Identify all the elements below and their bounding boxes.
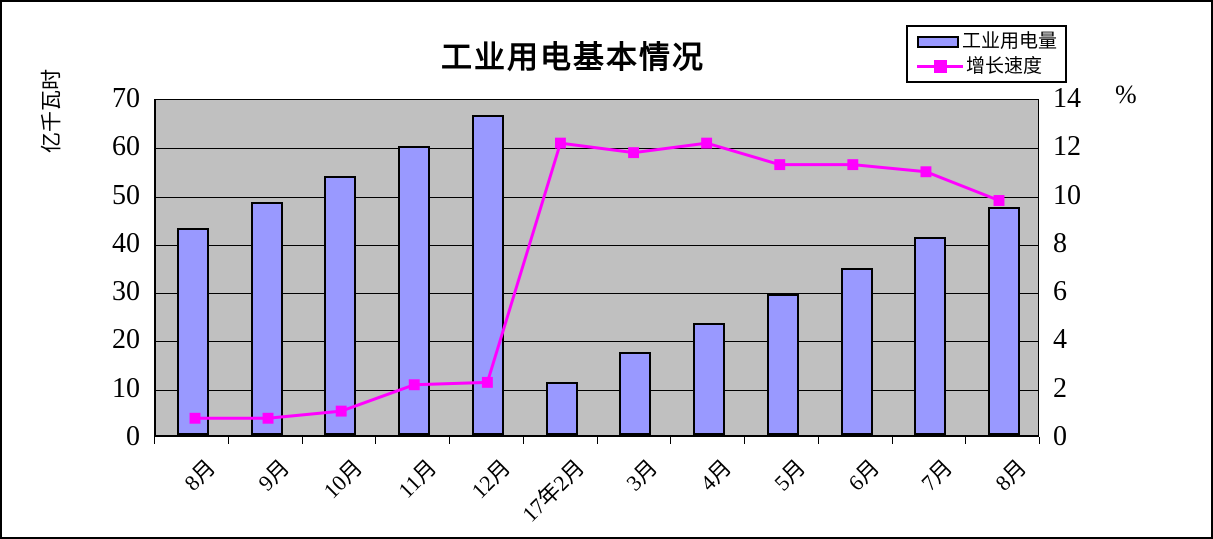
right-tick-label: 14	[1053, 83, 1081, 114]
left-tick-label: 70	[112, 83, 140, 114]
legend-item-bar-series: 工业用电量	[908, 31, 1065, 52]
x-tick-mark	[1039, 437, 1040, 444]
bar-9月	[251, 202, 283, 435]
x-tick-mark	[818, 437, 819, 444]
x-tick-mark	[523, 437, 524, 444]
legend-label-bar-series: 工业用电量	[962, 31, 1058, 52]
bar-5月	[767, 294, 799, 435]
growth-line	[195, 141, 1000, 420]
line-marker-12月	[481, 376, 493, 388]
x-tick-mark	[302, 437, 303, 444]
x-axis-label-17年2月: 17年2月	[517, 454, 590, 527]
line-marker-8月	[993, 195, 1005, 206]
line-marker-4月	[701, 137, 713, 149]
legend: 工业用电量 增长速度	[906, 25, 1067, 83]
gridline	[156, 196, 1038, 198]
line-marker-9月	[262, 412, 274, 424]
bar-8月	[988, 207, 1020, 435]
x-tick-mark	[892, 437, 893, 444]
legend-label-line-series: 增长速度	[966, 56, 1043, 77]
x-tick-mark	[375, 437, 376, 444]
growth-line-series	[189, 137, 1005, 424]
bar-10月	[324, 176, 356, 435]
right-tick-label: 12	[1053, 131, 1081, 162]
bar-6月	[841, 268, 873, 435]
x-axis-label-5月: 5月	[769, 454, 811, 496]
bar-7月	[914, 237, 946, 435]
gridline	[156, 341, 1038, 343]
left-tick-label: 60	[112, 131, 140, 162]
line-series-swatch-icon	[917, 59, 963, 74]
x-axis-label-4月: 4月	[695, 454, 737, 496]
plot-area	[154, 99, 1039, 437]
x-axis-label-7月: 7月	[916, 454, 958, 496]
bar-4月	[693, 323, 725, 435]
x-tick-mark	[965, 437, 966, 444]
x-axis-label-6月: 6月	[843, 454, 885, 496]
left-tick-label: 20	[112, 324, 140, 355]
left-tick-label: 40	[112, 228, 140, 259]
gridline	[156, 389, 1038, 391]
x-axis-label-10月: 10月	[318, 454, 368, 504]
bar-3月	[619, 352, 651, 435]
x-axis-label-9月: 9月	[253, 454, 295, 496]
line-marker-17年2月	[554, 137, 566, 149]
right-tick-label: 0	[1053, 421, 1067, 452]
bar-17年2月	[546, 382, 578, 435]
right-axis-unit: %	[1115, 80, 1137, 109]
left-tick-label: 30	[112, 276, 140, 307]
gridline	[156, 293, 1038, 295]
bar-8月	[177, 228, 209, 435]
x-tick-mark	[228, 437, 229, 444]
left-tick-label: 0	[126, 421, 140, 452]
right-tick-label: 10	[1053, 180, 1081, 211]
line-marker-3月	[628, 147, 640, 159]
legend-item-line-series: 增长速度	[908, 56, 1065, 77]
line-marker-6月	[847, 159, 859, 171]
right-tick-label: 2	[1053, 373, 1067, 404]
x-axis-label-8月: 8月	[990, 454, 1032, 496]
left-tick-label: 50	[112, 180, 140, 211]
left-tick-label: 10	[112, 373, 140, 404]
line-marker-10月	[335, 405, 347, 417]
x-tick-mark	[597, 437, 598, 444]
right-tick-label: 8	[1053, 228, 1067, 259]
bar-series-swatch-icon	[917, 35, 959, 48]
right-tick-label: 4	[1053, 324, 1067, 355]
gridline	[156, 244, 1038, 246]
x-tick-mark	[449, 437, 450, 444]
line-marker-8月	[189, 412, 201, 424]
line-marker-11月	[408, 379, 420, 391]
x-axis-label-12月: 12月	[466, 454, 516, 504]
x-tick-mark	[670, 437, 671, 444]
x-tick-mark	[154, 437, 155, 444]
line-marker-5月	[774, 159, 786, 171]
x-axis-label-11月: 11月	[392, 454, 442, 503]
x-axis-label-3月: 3月	[621, 454, 663, 496]
x-axis-label-8月: 8月	[179, 454, 221, 496]
line-marker-7月	[920, 166, 932, 178]
right-tick-label: 6	[1053, 276, 1067, 307]
chart-title: 工业用电基本情况	[441, 40, 705, 75]
x-tick-mark	[744, 437, 745, 444]
